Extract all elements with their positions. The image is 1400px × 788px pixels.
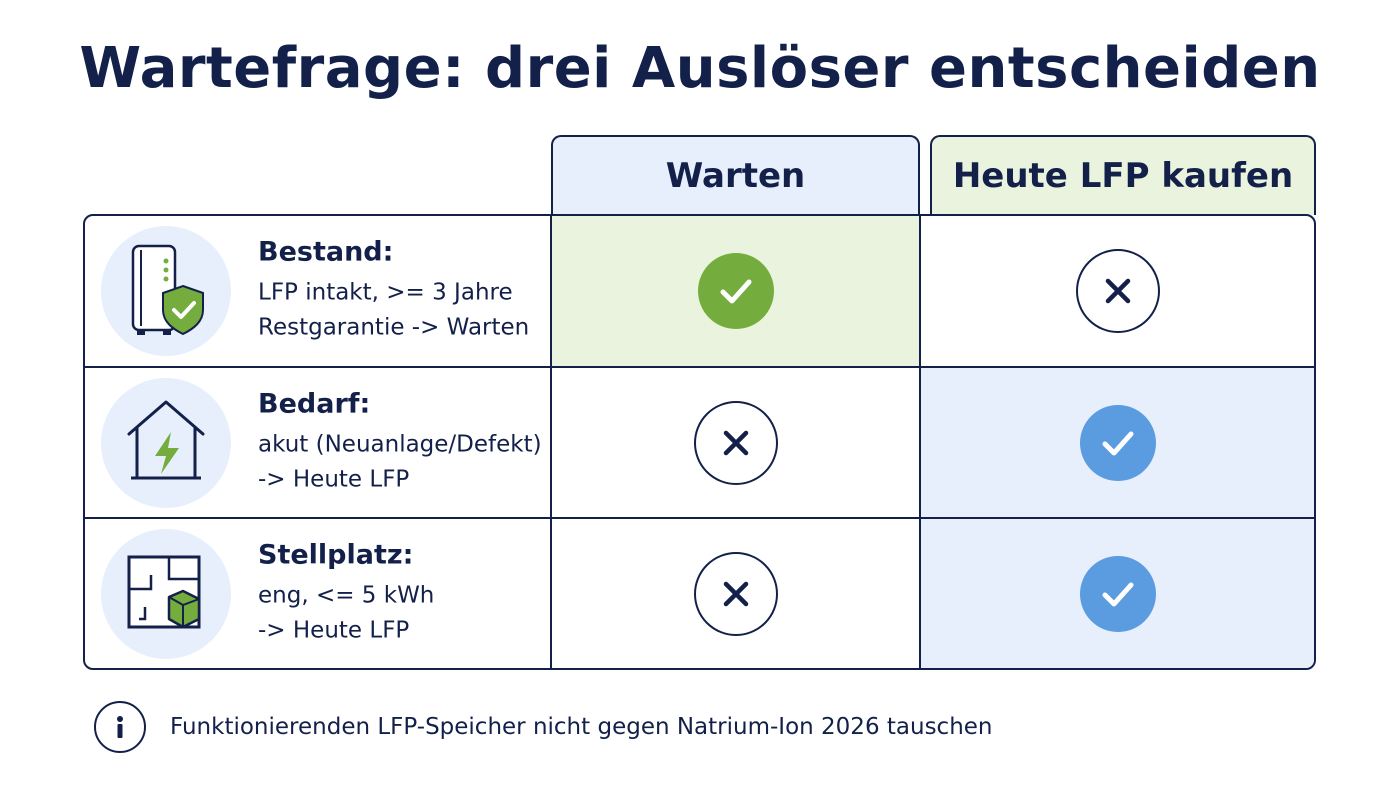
- row-description-line: LFP intakt, >= 3 Jahre: [258, 279, 513, 306]
- row-bestand-text: Bestand: LFP intakt, >= 3 Jahre Restgara…: [258, 237, 529, 346]
- cross-icon: [693, 400, 778, 485]
- check-icon: [1079, 404, 1156, 481]
- battery-shield-icon: [101, 226, 231, 356]
- row-stellplatz-text: Stellplatz: eng, <= 5 kWh -> Heute LFP: [258, 539, 434, 648]
- info-icon: [94, 701, 146, 753]
- footer-note: Funktionierenden LFP-Speicher nicht gege…: [94, 701, 993, 753]
- house-lightning-icon: [101, 377, 231, 508]
- row-bestand-warten-cell: [552, 216, 921, 368]
- row-description-line: Restgarantie -> Warten: [258, 314, 530, 341]
- row-bedarf-label-cell: Bedarf: akut (Neuanlage/Defekt) -> Heute…: [85, 368, 552, 519]
- page-title: Wartefrage: drei Auslöser entscheiden: [79, 36, 1321, 101]
- column-header-warten: Warten: [551, 135, 920, 215]
- floorplan-box-icon: [101, 528, 231, 659]
- cross-icon: [1075, 249, 1160, 333]
- row-title: Stellplatz:: [258, 539, 414, 570]
- row-description-line: -> Heute LFP: [258, 617, 410, 643]
- row-bestand-label-cell: Bestand: LFP intakt, >= 3 Jahre Restgara…: [85, 216, 552, 368]
- footer-text: Funktionierenden LFP-Speicher nicht gege…: [170, 714, 993, 740]
- row-bedarf-text: Bedarf: akut (Neuanlage/Defekt) -> Heute…: [258, 388, 542, 497]
- row-stellplatz-kaufen-cell: [921, 519, 1314, 668]
- check-icon: [697, 253, 774, 329]
- column-header-heute-lfp-kaufen: Heute LFP kaufen: [930, 135, 1316, 215]
- row-title: Bedarf:: [258, 388, 371, 419]
- row-description-line: akut (Neuanlage/Defekt): [258, 431, 542, 457]
- row-bedarf-warten-cell: [552, 368, 921, 519]
- row-description-line: -> Heute LFP: [258, 466, 410, 492]
- row-bestand-kaufen-cell: [921, 216, 1314, 368]
- row-bedarf-kaufen-cell: [921, 368, 1314, 519]
- row-title: Bestand:: [258, 236, 394, 268]
- check-icon: [1079, 555, 1156, 632]
- row-stellplatz-warten-cell: [552, 519, 921, 668]
- cross-icon: [693, 551, 778, 636]
- row-stellplatz-label-cell: Stellplatz: eng, <= 5 kWh -> Heute LFP: [85, 519, 552, 668]
- decision-table: Bestand: LFP intakt, >= 3 Jahre Restgara…: [83, 214, 1316, 670]
- row-description-line: eng, <= 5 kWh: [258, 582, 435, 608]
